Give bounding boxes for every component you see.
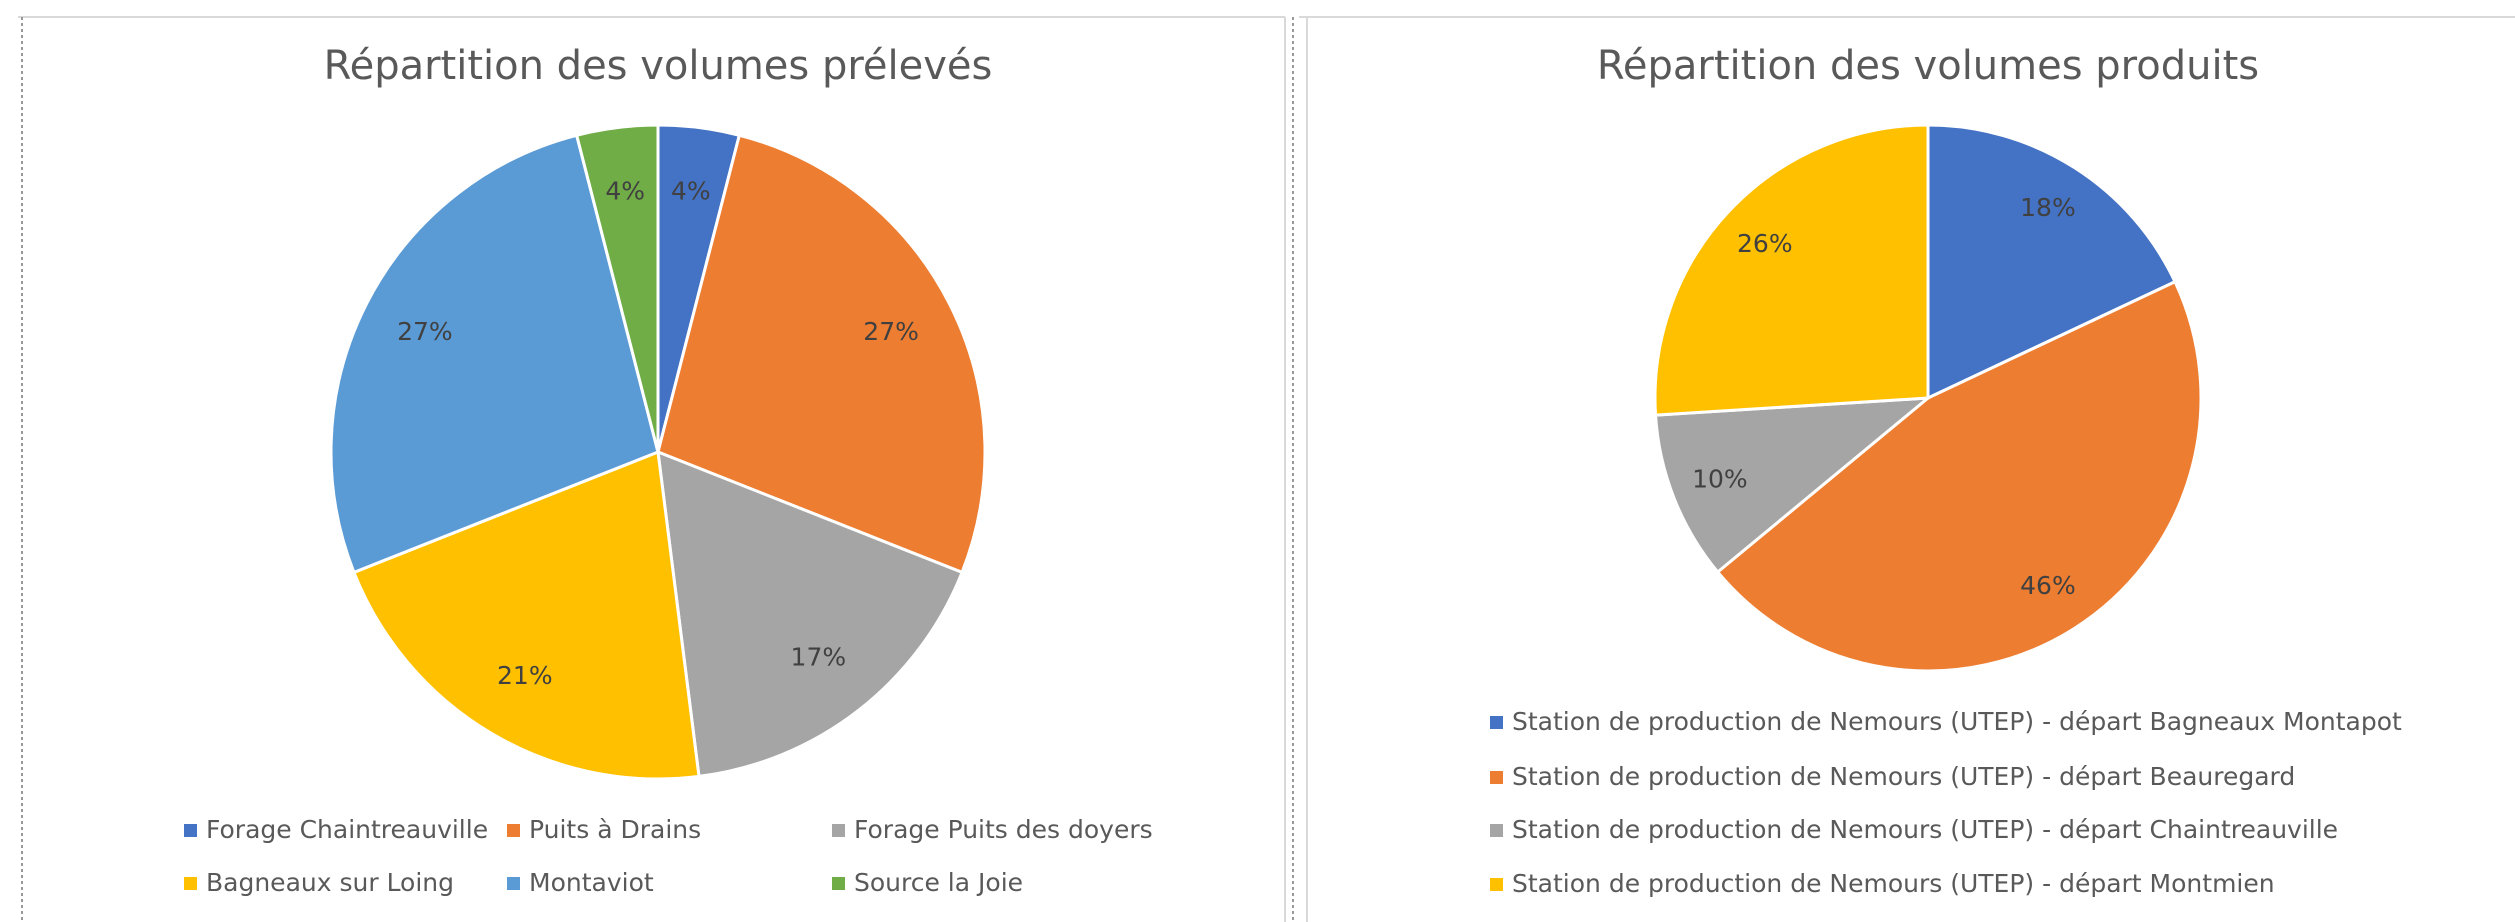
legend-marker [184,824,197,837]
legend-marker [507,824,520,837]
data-label: 4% [671,176,711,205]
data-label: 18% [2020,193,2076,222]
legend-label: Station de production de Nemours (UTEP) … [1512,869,2275,898]
pie-slice [1653,396,1933,575]
legend-label: Station de production de Nemours (UTEP) … [1512,762,2295,791]
legend-marker [1490,771,1503,784]
pie-slice [1715,279,2203,673]
legend-label: Forage Puits des doyers [854,815,1153,844]
legend-label: Puits à Drains [529,815,701,844]
pie-slice [329,133,660,575]
legend-label: Station de production de Nemours (UTEP) … [1512,707,2402,736]
legend-label: Montaviot [529,868,654,897]
legend-marker [832,877,845,890]
data-label: 10% [1692,464,1748,493]
pie-slice [574,123,660,453]
pie-slice [656,449,964,779]
legend-marker [832,824,845,837]
pie-slice [1653,123,1930,417]
data-label: 26% [1737,229,1793,258]
data-label: 21% [497,661,553,690]
legend-label: Bagneaux sur Loing [206,868,454,897]
data-label: 46% [2020,571,2076,600]
data-label: 27% [863,317,919,346]
chart-title: Répartition des volumes prélevés [324,43,993,89]
pie-slice [352,449,701,781]
legend-marker [1490,824,1503,837]
data-label: 4% [605,176,645,205]
legend-label: Forage Chaintreauville [206,815,488,844]
chart-title: Répartition des volumes produits [1597,43,2259,89]
legend-marker [1490,878,1503,891]
legend-label: Station de production de Nemours (UTEP) … [1512,815,2338,844]
data-label: 17% [791,643,847,672]
legend-label: Source la Joie [854,868,1023,897]
pie-slice [1926,123,2178,401]
data-label: 27% [397,317,453,346]
legend-marker [184,877,197,890]
legend-marker [507,877,520,890]
pie-slice [656,133,987,575]
legend-marker [1490,716,1503,729]
